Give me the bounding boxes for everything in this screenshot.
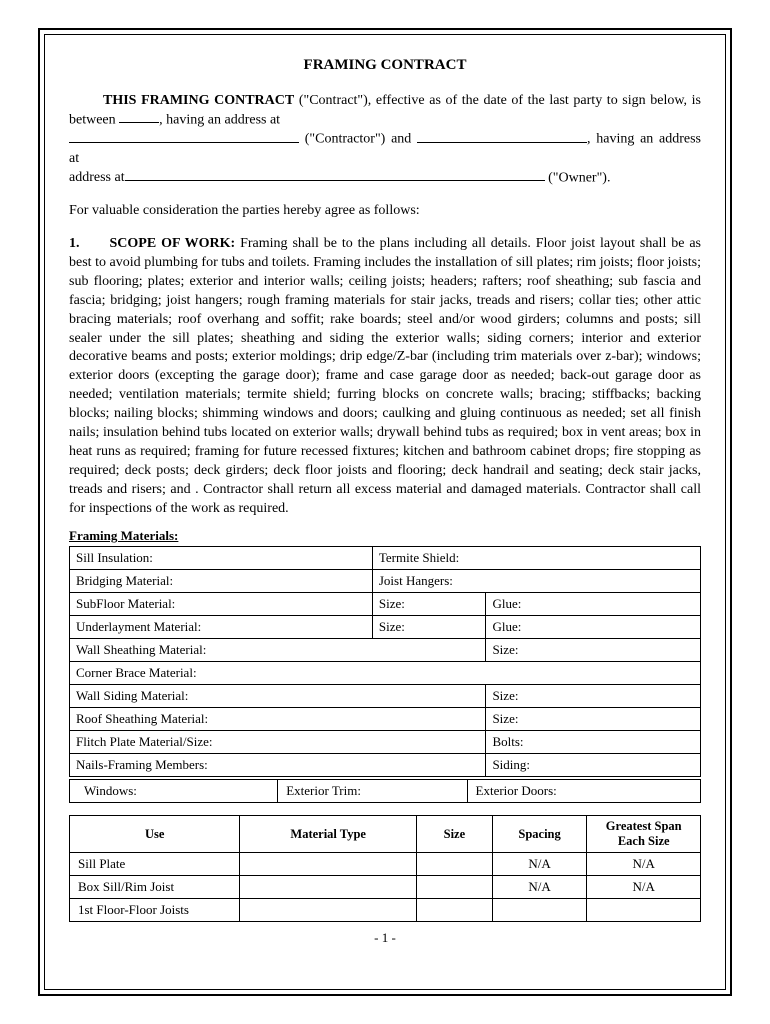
- section-1-body: Framing shall be to the plans including …: [69, 236, 701, 515]
- intro-paragraph: THIS FRAMING CONTRACT ("Contract"), effe…: [69, 92, 701, 188]
- cell-spacing[interactable]: [492, 899, 587, 922]
- cell-bolts[interactable]: Bolts:: [486, 731, 701, 754]
- cell-spacing[interactable]: N/A: [492, 853, 587, 876]
- blank-party[interactable]: [119, 111, 159, 124]
- table-row: Sill Plate N/A N/A: [70, 853, 701, 876]
- section-1-num: 1.: [69, 236, 80, 251]
- cell-termite-shield[interactable]: Termite Shield:: [372, 547, 700, 570]
- section-1-heading: SCOPE OF WORK:: [110, 236, 236, 251]
- materials-label: Framing Materials:: [69, 528, 701, 544]
- cell-type[interactable]: [240, 899, 417, 922]
- table-row: Flitch Plate Material/Size: Bolts:: [70, 731, 701, 754]
- cell-type[interactable]: [240, 853, 417, 876]
- table-row: Bridging Material: Joist Hangers:: [70, 570, 701, 593]
- header-material-type: Material Type: [240, 816, 417, 853]
- table-row: Nails-Framing Members: Siding:: [70, 754, 701, 777]
- table-row: Corner Brace Material:: [70, 662, 701, 685]
- cell-flitch-plate[interactable]: Flitch Plate Material/Size:: [70, 731, 486, 754]
- blank-owner-address[interactable]: [125, 169, 545, 182]
- cell-use[interactable]: Box Sill/Rim Joist: [70, 876, 240, 899]
- table-row: Underlayment Material: Size: Glue:: [70, 616, 701, 639]
- windows-table: Windows: Exterior Trim: Exterior Doors:: [69, 779, 701, 803]
- header-spacing: Spacing: [492, 816, 587, 853]
- cell-use[interactable]: Sill Plate: [70, 853, 240, 876]
- cell-size[interactable]: [417, 876, 493, 899]
- cell-span[interactable]: [587, 899, 701, 922]
- cell-underlayment-glue[interactable]: Glue:: [486, 616, 701, 639]
- cell-bridging[interactable]: Bridging Material:: [70, 570, 373, 593]
- cell-subfloor-size[interactable]: Size:: [372, 593, 486, 616]
- table-row: 1st Floor-Floor Joists: [70, 899, 701, 922]
- cell-roof-sheathing[interactable]: Roof Sheathing Material:: [70, 708, 486, 731]
- document-title: FRAMING CONTRACT: [69, 57, 701, 74]
- blank-contractor-address[interactable]: [69, 130, 299, 143]
- cell-siding[interactable]: Siding:: [486, 754, 701, 777]
- cell-type[interactable]: [240, 876, 417, 899]
- table-row: Sill Insulation: Termite Shield:: [70, 547, 701, 570]
- cell-corner-brace[interactable]: Corner Brace Material:: [70, 662, 701, 685]
- cell-span[interactable]: N/A: [587, 853, 701, 876]
- consideration-text: For valuable consideration the parties h…: [69, 202, 701, 221]
- cell-wall-sheathing-size[interactable]: Size:: [486, 639, 701, 662]
- cell-underlayment-size[interactable]: Size:: [372, 616, 486, 639]
- header-use: Use: [70, 816, 240, 853]
- cell-joist-hangers[interactable]: Joist Hangers:: [372, 570, 700, 593]
- cell-subfloor-glue[interactable]: Glue:: [486, 593, 701, 616]
- cell-size[interactable]: [417, 853, 493, 876]
- cell-subfloor[interactable]: SubFloor Material:: [70, 593, 373, 616]
- cell-roof-sheathing-size[interactable]: Size:: [486, 708, 701, 731]
- page-number: - 1 -: [69, 930, 701, 946]
- cell-wall-sheathing[interactable]: Wall Sheathing Material:: [70, 639, 486, 662]
- cell-underlayment[interactable]: Underlayment Material:: [70, 616, 373, 639]
- intro-part5: ("Owner").: [545, 170, 611, 185]
- use-table: Use Material Type Size Spacing Greatest …: [69, 815, 701, 922]
- blank-owner-name[interactable]: [417, 130, 587, 143]
- table-row: Wall Sheathing Material: Size:: [70, 639, 701, 662]
- cell-exterior-trim[interactable]: Exterior Trim:: [278, 780, 467, 803]
- cell-wall-siding[interactable]: Wall Siding Material:: [70, 685, 486, 708]
- header-size: Size: [417, 816, 493, 853]
- cell-sill-insulation[interactable]: Sill Insulation:: [70, 547, 373, 570]
- intro-lead: THIS FRAMING CONTRACT: [103, 93, 294, 108]
- table-header-row: Use Material Type Size Spacing Greatest …: [70, 816, 701, 853]
- cell-exterior-doors[interactable]: Exterior Doors:: [467, 780, 700, 803]
- cell-span[interactable]: N/A: [587, 876, 701, 899]
- table-row: SubFloor Material: Size: Glue:: [70, 593, 701, 616]
- header-span: Greatest Span Each Size: [587, 816, 701, 853]
- cell-size[interactable]: [417, 899, 493, 922]
- table-row: Roof Sheathing Material: Size:: [70, 708, 701, 731]
- table-row: Box Sill/Rim Joist N/A N/A: [70, 876, 701, 899]
- framing-materials-table: Sill Insulation: Termite Shield: Bridgin…: [69, 546, 701, 777]
- intro-part3: ("Contractor") and: [299, 132, 417, 147]
- cell-nails[interactable]: Nails-Framing Members:: [70, 754, 486, 777]
- cell-use[interactable]: 1st Floor-Floor Joists: [70, 899, 240, 922]
- cell-spacing[interactable]: N/A: [492, 876, 587, 899]
- table-row: Wall Siding Material: Size:: [70, 685, 701, 708]
- cell-wall-siding-size[interactable]: Size:: [486, 685, 701, 708]
- intro-part2: , having an address at: [159, 112, 280, 127]
- section-1: 1. SCOPE OF WORK: Framing shall be to the…: [69, 235, 701, 518]
- table-row: Windows: Exterior Trim: Exterior Doors:: [70, 780, 701, 803]
- cell-windows[interactable]: Windows:: [70, 780, 278, 803]
